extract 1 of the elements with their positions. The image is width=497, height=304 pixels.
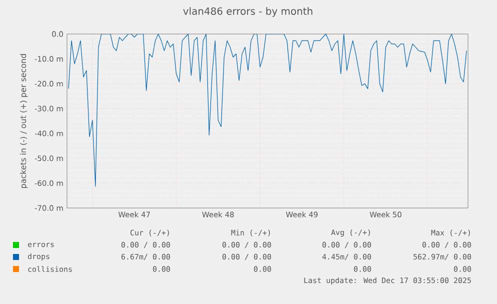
chart-title: vlan486 errors - by month [183,7,312,17]
